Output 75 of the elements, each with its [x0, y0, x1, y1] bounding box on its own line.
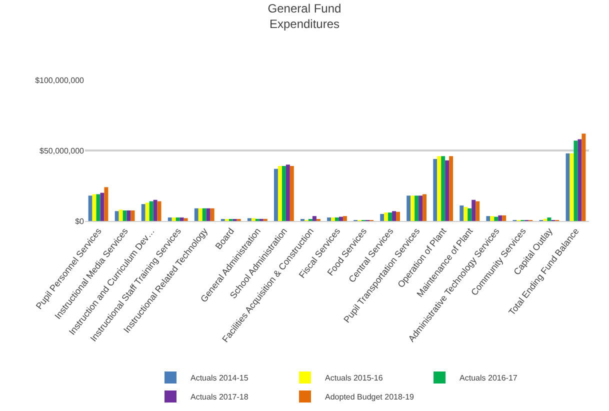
chart-title: General Fund Expenditures: [268, 1, 342, 31]
bar: [194, 208, 198, 221]
bar: [118, 210, 123, 221]
legend-label: Adopted Budget 2018-19: [325, 392, 415, 402]
bar: [441, 156, 446, 221]
bar: [198, 208, 202, 221]
y-tick-label: $50,000,000: [40, 146, 85, 156]
bar: [251, 218, 256, 221]
bar: [141, 204, 146, 221]
bar: [290, 166, 294, 221]
bar: [582, 134, 586, 221]
bar: [468, 208, 472, 221]
bar: [92, 194, 96, 221]
bar: [122, 210, 127, 221]
legend-label: Actuals 2016-17: [460, 374, 518, 383]
bar: [437, 156, 442, 221]
bar: [570, 153, 574, 221]
bar: [331, 217, 336, 221]
bar: [502, 215, 506, 221]
bar: [184, 218, 188, 221]
bar: [202, 208, 206, 221]
bar: [547, 217, 552, 221]
bar: [422, 194, 427, 221]
y-tick-label: $0: [75, 216, 85, 226]
bar: [157, 201, 162, 221]
bar: [392, 211, 396, 221]
bar: [464, 206, 468, 221]
bar: [274, 168, 278, 221]
bar: [335, 217, 339, 221]
bar: [88, 196, 92, 221]
bar: [490, 216, 494, 221]
bar: [498, 215, 502, 221]
bar: [410, 196, 415, 221]
bar: [338, 216, 343, 221]
bar: [104, 187, 108, 221]
bar: [126, 210, 131, 221]
bar: [388, 212, 392, 221]
bar: [406, 196, 411, 221]
bar: [172, 217, 176, 221]
legend-label: Actuals 2017-18: [190, 392, 249, 402]
bar: [282, 166, 286, 221]
bar: [578, 139, 582, 221]
y-tick-label: $100,000,000: [35, 76, 85, 85]
bar: [380, 214, 384, 221]
bar: [247, 218, 252, 221]
bar: [449, 156, 454, 221]
bar: [176, 217, 180, 221]
bar: [168, 217, 172, 221]
bar: [153, 200, 158, 221]
legend-label: Actuals 2014-15: [190, 374, 249, 383]
legend-label: Actuals 2015-16: [325, 374, 384, 383]
bar: [312, 216, 316, 221]
bar: [494, 216, 498, 221]
bar: [114, 211, 119, 221]
bar: [384, 212, 388, 221]
bar: [396, 212, 400, 221]
bar: [96, 194, 100, 221]
bar: [472, 200, 476, 221]
bar: [486, 216, 490, 221]
bar: [149, 201, 154, 221]
bar: [566, 153, 570, 221]
bar: [460, 205, 464, 221]
bar: [433, 158, 438, 221]
bar: [445, 160, 450, 221]
bar: [418, 196, 423, 221]
bar: [414, 196, 419, 221]
bar: [476, 201, 480, 221]
bar: [206, 208, 210, 221]
bar: [278, 166, 282, 221]
bar: [145, 202, 150, 221]
bar: [180, 217, 184, 221]
bar: [327, 217, 332, 221]
bar: [286, 164, 290, 221]
bar: [210, 208, 214, 221]
bar: [342, 216, 347, 221]
